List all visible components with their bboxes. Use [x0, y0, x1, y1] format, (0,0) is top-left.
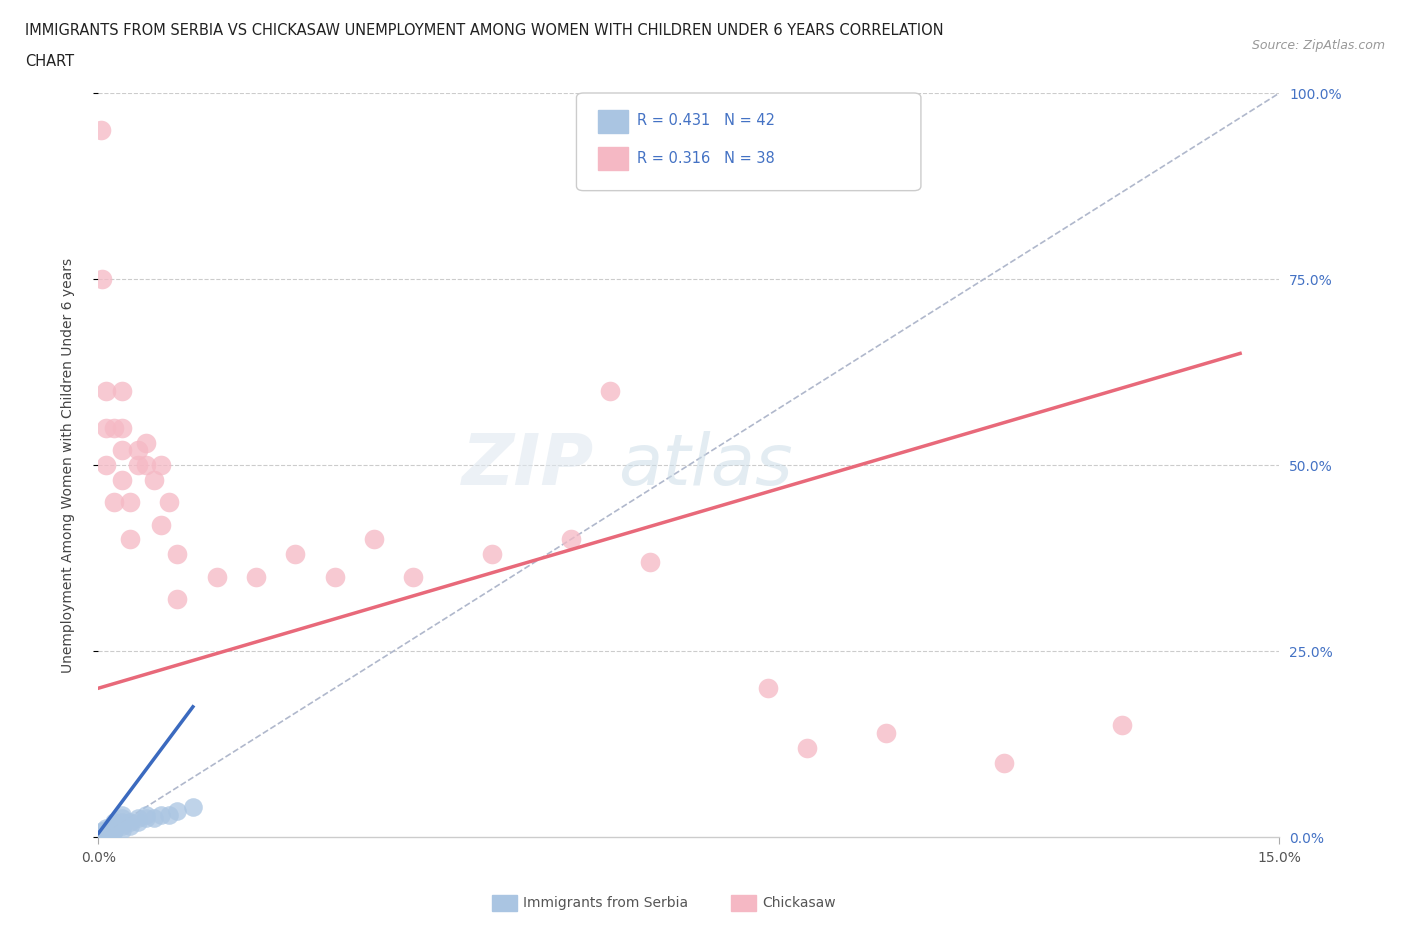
Point [111, 815, 134, 830]
Point [1111, 718, 1133, 733]
Text: atlas: atlas [619, 431, 793, 499]
Text: Chickasaw: Chickasaw [762, 896, 835, 910]
Text: Immigrants from Serbia: Immigrants from Serbia [523, 896, 688, 910]
Point [166, 591, 188, 606]
Point [91, 824, 114, 839]
Point [135, 435, 157, 450]
Point [103, 817, 125, 831]
Point [111, 383, 134, 398]
Point [135, 811, 157, 826]
Text: Source: ZipAtlas.com: Source: ZipAtlas.com [1251, 39, 1385, 52]
Point [96, 383, 118, 398]
Point [118, 532, 141, 547]
Point [97, 823, 120, 838]
Point [127, 443, 149, 458]
Point [284, 547, 307, 562]
Point [94, 825, 117, 840]
Point [93, 825, 115, 840]
Point [103, 495, 125, 510]
Point [118, 818, 141, 833]
Point [96, 458, 118, 472]
Point [245, 569, 267, 584]
Point [481, 547, 503, 562]
Point [150, 807, 173, 822]
Point [103, 820, 125, 835]
Point [599, 383, 621, 398]
Point [98, 822, 121, 837]
Point [91, 272, 114, 286]
Point [150, 517, 173, 532]
Point [103, 815, 125, 830]
Text: ZIP: ZIP [463, 431, 595, 499]
Point [111, 811, 134, 826]
Point [101, 818, 124, 833]
Point [135, 458, 157, 472]
Point [127, 458, 149, 472]
Point [135, 807, 157, 822]
Point [111, 472, 134, 487]
Point [98, 820, 121, 835]
Text: CHART: CHART [25, 54, 75, 69]
Point [96, 824, 118, 839]
Point [101, 820, 124, 835]
Point [875, 725, 897, 740]
Point [118, 495, 141, 510]
Point [111, 807, 134, 822]
Text: IMMIGRANTS FROM SERBIA VS CHICKASAW UNEMPLOYMENT AMONG WOMEN WITH CHILDREN UNDER: IMMIGRANTS FROM SERBIA VS CHICKASAW UNEM… [25, 23, 943, 38]
Point [91, 826, 114, 841]
Point [93, 824, 115, 839]
Point [127, 811, 149, 826]
Point [363, 532, 385, 547]
Point [150, 458, 173, 472]
Point [166, 547, 188, 562]
Point [97, 822, 120, 837]
Point [103, 824, 125, 839]
Point [90, 827, 112, 842]
Point [127, 815, 149, 830]
Point [89, 826, 111, 841]
Point [323, 569, 346, 584]
Point [96, 826, 118, 841]
Point [90, 123, 112, 138]
Point [90, 825, 112, 840]
Point [157, 495, 180, 510]
Point [756, 681, 779, 696]
Point [96, 420, 118, 435]
Point [103, 822, 125, 837]
Text: R = 0.431   N = 42: R = 0.431 N = 42 [637, 113, 775, 128]
Point [111, 420, 134, 435]
Point [111, 822, 134, 837]
Point [91, 824, 114, 839]
Point [993, 755, 1015, 770]
Point [181, 800, 204, 815]
Point [142, 811, 165, 826]
Point [638, 554, 661, 569]
Point [166, 804, 188, 818]
Point [111, 443, 134, 458]
Point [157, 807, 180, 822]
Point [560, 532, 582, 547]
Point [96, 820, 118, 835]
Point [796, 740, 818, 755]
Point [100, 820, 122, 835]
Text: R = 0.316   N = 38: R = 0.316 N = 38 [637, 151, 775, 166]
Point [103, 420, 125, 435]
Point [205, 569, 228, 584]
Point [118, 815, 141, 830]
Point [103, 818, 125, 833]
Point [402, 569, 425, 584]
Point [96, 822, 118, 837]
Y-axis label: Unemployment Among Women with Children Under 6 years: Unemployment Among Women with Children U… [60, 258, 75, 672]
Point [111, 818, 134, 833]
Point [142, 472, 165, 487]
